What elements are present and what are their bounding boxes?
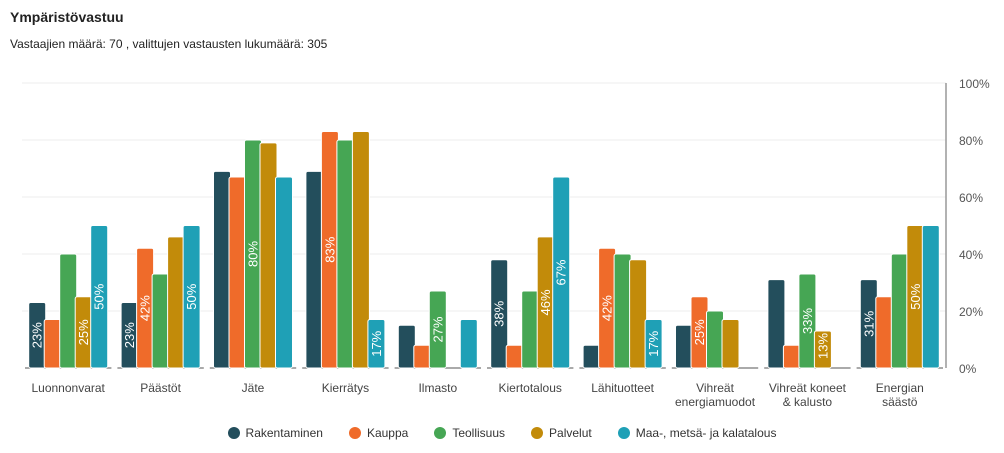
legend-marker: [617, 427, 630, 439]
bar[interactable]: [490, 259, 509, 369]
chart-subtitle: Vastaajien määrä: 70 , valittujen vastau…: [10, 37, 328, 51]
x-tick-label: Kiertotalous: [499, 381, 562, 395]
bar[interactable]: [259, 142, 278, 369]
data-label: 31%: [861, 310, 876, 336]
bar[interactable]: [90, 225, 109, 369]
x-tick-label: energiamuodot: [675, 395, 756, 409]
bar[interactable]: [43, 319, 62, 369]
bar[interactable]: [428, 290, 447, 369]
bar-chart: 0%20%40%60%80%100%23% 25%50%Luonnonvarat2…: [22, 77, 990, 409]
bar[interactable]: [706, 310, 724, 369]
bar[interactable]: [521, 290, 540, 369]
legend-marker: [531, 427, 544, 439]
bar[interactable]: [182, 225, 201, 369]
bar[interactable]: [305, 170, 324, 369]
data-label: 25%: [76, 319, 91, 345]
bar[interactable]: [167, 236, 186, 369]
data-label: 50%: [184, 283, 199, 309]
legend-item[interactable]: Maa-, metsä- ja kalatalous: [617, 426, 777, 440]
y-tick-label: 100%: [959, 77, 990, 91]
bar[interactable]: [275, 176, 293, 369]
x-tick-label: Vihreät: [696, 381, 734, 395]
bar[interactable]: [228, 176, 247, 369]
bar[interactable]: [505, 344, 524, 369]
legend: Rakentaminen Kauppa Teollisuus Palvelut Maa-…: [0, 426, 1004, 440]
x-tick-label: Lähituotteet: [591, 381, 654, 395]
legend-item[interactable]: Rakentaminen: [227, 426, 323, 440]
legend-marker: [348, 427, 361, 439]
bar[interactable]: [367, 319, 386, 369]
data-label: 17%: [369, 330, 384, 356]
data-label: 50%: [92, 283, 107, 309]
data-label: 80%: [246, 241, 261, 267]
legend-label: Palvelut: [549, 426, 592, 440]
data-label: 50%: [908, 283, 923, 309]
bar[interactable]: [351, 130, 370, 369]
bar[interactable]: [582, 344, 601, 369]
bar[interactable]: [552, 176, 571, 369]
bar[interactable]: [459, 319, 478, 369]
x-tick-label: Päästöt: [140, 381, 181, 395]
data-label: 25%: [692, 319, 707, 345]
x-tick-label: & kalusto: [783, 395, 833, 409]
y-tick-label: 40%: [959, 248, 983, 262]
bar[interactable]: [413, 344, 432, 369]
data-label: 83%: [322, 236, 337, 262]
data-label: 23%: [122, 322, 137, 348]
x-tick-label: Ilmasto: [418, 381, 457, 395]
data-label: 33%: [800, 308, 815, 334]
bar[interactable]: [59, 253, 78, 369]
legend-item[interactable]: Teollisuus: [434, 426, 505, 440]
data-label: 67%: [554, 259, 569, 285]
bar[interactable]: [629, 259, 648, 369]
bar[interactable]: [721, 319, 740, 369]
bar[interactable]: [798, 273, 817, 369]
x-tick-label: säästö: [882, 395, 918, 409]
bar[interactable]: [336, 139, 355, 369]
bar[interactable]: [921, 225, 940, 369]
bar[interactable]: [644, 319, 663, 369]
data-label: 23%: [30, 322, 45, 348]
chart-title: Ympäristövastuu: [10, 9, 124, 25]
legend-label: Teollisuus: [452, 426, 506, 440]
x-tick-label: Energian: [876, 381, 924, 395]
x-tick-label: Jäte: [242, 381, 265, 395]
data-label: 27%: [430, 316, 445, 342]
bar[interactable]: [767, 279, 786, 369]
legend-item[interactable]: Kauppa: [348, 426, 409, 440]
data-label: 13%: [815, 333, 830, 359]
bar[interactable]: [151, 273, 170, 369]
legend-item[interactable]: Palvelut: [531, 426, 592, 440]
data-label: 17%: [646, 330, 661, 356]
x-tick-label: Vihreät koneet: [769, 381, 847, 395]
data-label: 46%: [538, 289, 553, 315]
bar[interactable]: [613, 253, 632, 369]
y-tick-label: 20%: [959, 305, 983, 319]
data-label: 42%: [600, 295, 615, 321]
y-tick-label: 80%: [959, 134, 983, 148]
data-label: 38%: [492, 300, 507, 326]
bar[interactable]: [213, 170, 231, 369]
y-tick-label: 60%: [959, 191, 983, 205]
y-tick-label: 0%: [959, 362, 977, 376]
data-label: 42%: [138, 295, 153, 321]
bar[interactable]: [397, 324, 416, 369]
legend-marker: [227, 427, 240, 439]
x-tick-label: Luonnonvarat: [31, 381, 105, 395]
bar[interactable]: [675, 324, 693, 369]
bar[interactable]: [813, 330, 832, 369]
bar[interactable]: [890, 253, 909, 369]
legend-label: Rakentaminen: [245, 426, 323, 440]
bar[interactable]: [782, 344, 801, 369]
legend-label: Kauppa: [366, 426, 409, 440]
legend-marker: [434, 427, 447, 439]
x-tick-label: Kierrätys: [322, 381, 369, 395]
bar[interactable]: [875, 296, 894, 369]
legend-label: Maa-, metsä- ja kalatalous: [635, 426, 777, 440]
